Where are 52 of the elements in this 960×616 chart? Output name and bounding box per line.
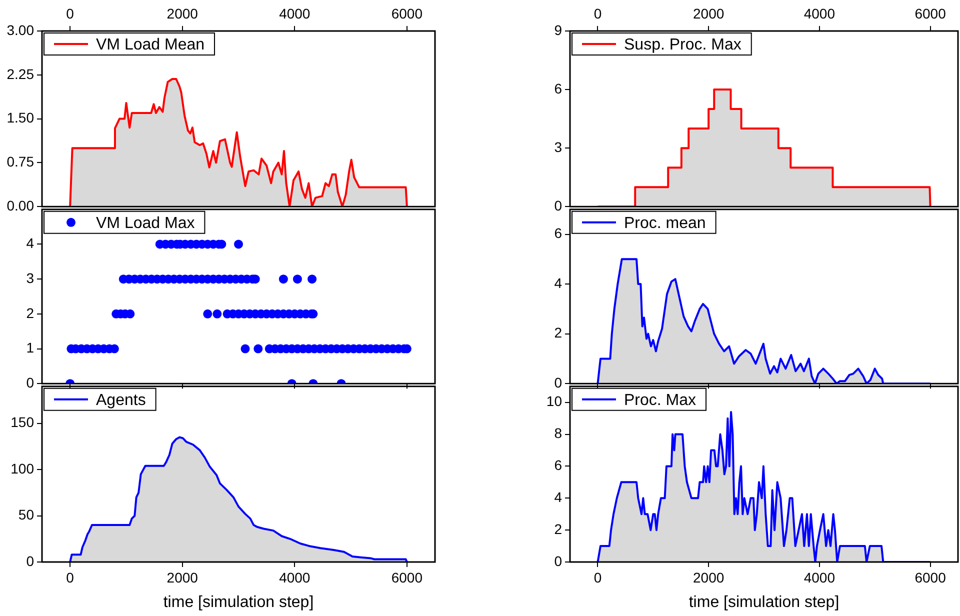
y-tick-label: 2 [554,520,562,537]
y-tick-label: 6 [554,80,562,96]
legend-label: Proc. Max [624,392,696,409]
y-tick-label: 2 [26,304,34,321]
legend-label: Proc. mean [624,214,706,232]
y-tick-label: 100 [10,460,34,476]
y-tick-label: 6 [554,457,562,474]
y-tick-label: 50 [18,506,34,523]
x-tick-label: 4000 [279,569,310,586]
y-tick-label: 9 [554,22,562,38]
x-tick-label: 2000 [166,569,198,586]
y-tick-label: 0 [554,374,562,390]
y-tick-label: 4 [554,489,562,506]
y-tick-label: 10 [546,393,562,410]
x-tick-label: 6000 [914,569,946,586]
y-tick-label: 150 [10,414,34,430]
x-tick-label: 6000 [391,5,423,22]
x-tick-label: 2000 [692,569,724,586]
y-tick-label: 0 [554,552,562,569]
x-axis-title: time [simulation step] [163,594,314,611]
y-tick-label: 0 [26,552,34,569]
legend-label: VM Load Max [96,214,195,232]
y-tick-label: 3.00 [6,22,34,38]
x-tick-label: 4000 [279,5,310,22]
legend-label: Agents [96,392,146,409]
x-axis-title: time [simulation step] [688,594,840,611]
x-tick-label: 4000 [804,569,836,586]
y-tick-label: 6 [554,225,562,242]
y-tick-label: 8 [554,425,562,442]
x-tick-label: 2000 [166,5,198,22]
y-tick-label: 0 [26,374,34,390]
y-tick-label: 2.25 [6,66,34,82]
y-tick-label: 1 [26,340,34,356]
x-tick-label: 0 [66,5,74,22]
x-tick-label: 0 [66,569,74,586]
x-tick-label: 6000 [914,5,946,22]
x-tick-label: 0 [594,569,602,586]
x-tick-label: 2000 [692,5,724,22]
y-tick-label: 0.00 [6,197,34,214]
legend-label: VM Load Mean [96,36,205,54]
y-tick-label: 3 [26,270,34,286]
y-tick-label: 1.50 [6,110,34,126]
x-tick-label: 6000 [391,569,423,586]
y-tick-label: 4 [554,274,562,291]
y-tick-label: 2 [554,324,562,341]
y-tick-label: 3 [554,138,562,155]
x-tick-label: 0 [594,5,602,22]
y-tick-label: 4 [26,235,34,252]
y-tick-label: 0.75 [6,154,34,170]
y-tick-label: 0 [554,197,562,214]
x-tick-label: 4000 [804,5,836,22]
legend-label: Susp. Proc. Max [624,36,742,54]
